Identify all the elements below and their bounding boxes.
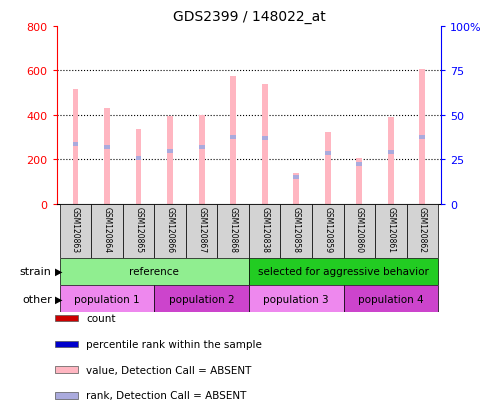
Bar (388, 118, 393, 204)
Bar (55, 341, 78, 347)
Bar (293, 173, 299, 204)
Text: GSM120838: GSM120838 (260, 206, 269, 252)
Text: other: other (22, 294, 52, 304)
Bar (91, 204, 123, 258)
Bar (167, 149, 173, 153)
Text: GSM120868: GSM120868 (229, 206, 238, 252)
Text: GSM120863: GSM120863 (71, 206, 80, 252)
Text: rank, Detection Call = ABSENT: rank, Detection Call = ABSENT (86, 390, 246, 401)
Text: ▶: ▶ (55, 266, 63, 277)
Bar (420, 70, 425, 204)
Bar (420, 136, 425, 140)
Bar (325, 152, 331, 156)
Text: GSM120862: GSM120862 (418, 206, 427, 252)
Bar (312, 204, 344, 258)
Bar (293, 176, 299, 180)
Text: percentile rank within the sample: percentile rank within the sample (86, 339, 262, 349)
Bar (154, 286, 249, 313)
Bar (344, 286, 438, 313)
Text: population 3: population 3 (263, 294, 329, 304)
Bar (60, 204, 91, 258)
Bar (356, 162, 362, 166)
Bar (199, 116, 205, 204)
Text: ▶: ▶ (55, 294, 63, 304)
Bar (344, 204, 375, 258)
Text: population 1: population 1 (74, 294, 140, 304)
Text: population 4: population 4 (358, 294, 423, 304)
Text: GSM120867: GSM120867 (197, 206, 206, 252)
Bar (60, 286, 154, 313)
Bar (262, 85, 268, 204)
Bar (105, 109, 110, 204)
Bar (375, 204, 407, 258)
Bar (167, 117, 173, 204)
Bar (60, 258, 249, 285)
Text: strain: strain (20, 266, 52, 277)
Bar (73, 142, 78, 147)
Bar (388, 150, 393, 154)
Bar (73, 90, 78, 204)
Bar (356, 159, 362, 204)
Text: GSM120864: GSM120864 (103, 206, 111, 252)
Bar (249, 286, 344, 313)
Bar (186, 204, 217, 258)
Bar (136, 157, 141, 161)
Bar (55, 367, 78, 373)
Bar (123, 204, 154, 258)
Text: reference: reference (130, 266, 179, 277)
Bar (154, 204, 186, 258)
Bar (230, 77, 236, 204)
Bar (217, 204, 249, 258)
Bar (105, 146, 110, 150)
Bar (262, 137, 268, 141)
Bar (199, 146, 205, 150)
Bar (407, 204, 438, 258)
Title: GDS2399 / 148022_at: GDS2399 / 148022_at (173, 10, 325, 24)
Bar (230, 136, 236, 140)
Text: GSM120860: GSM120860 (355, 206, 364, 252)
Text: population 2: population 2 (169, 294, 235, 304)
Bar (55, 315, 78, 321)
Bar (249, 258, 438, 285)
Text: GSM120861: GSM120861 (387, 206, 395, 252)
Text: GSM120865: GSM120865 (134, 206, 143, 252)
Text: GSM120858: GSM120858 (292, 206, 301, 252)
Bar (249, 204, 281, 258)
Text: value, Detection Call = ABSENT: value, Detection Call = ABSENT (86, 365, 251, 375)
Bar (325, 132, 331, 204)
Bar (55, 392, 78, 399)
Text: GSM120859: GSM120859 (323, 206, 332, 252)
Bar (281, 204, 312, 258)
Bar (136, 130, 141, 204)
Text: count: count (86, 313, 116, 323)
Text: GSM120866: GSM120866 (166, 206, 175, 252)
Text: selected for aggressive behavior: selected for aggressive behavior (258, 266, 429, 277)
